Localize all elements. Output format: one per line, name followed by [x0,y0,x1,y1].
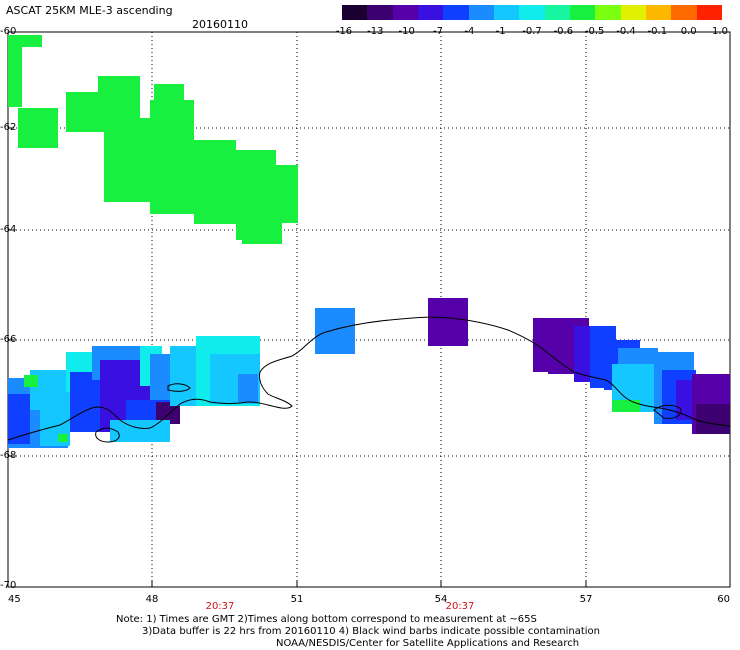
coastline-island-west [95,427,120,443]
coastline-island-east [653,404,682,419]
colorbar-segment [417,5,444,20]
chart-title: ASCAT 25KM MLE-3 ascending [6,4,173,17]
y-label-68: -68 [0,450,17,461]
x-label-51: 51 [290,594,304,605]
tick-marks [8,127,587,587]
colorbar-segment [519,5,545,20]
colorbar-segment [696,5,722,20]
x-label-48: 48 [145,594,159,605]
colorbar-segment [569,5,596,20]
colorbar-segment [443,5,469,20]
colorbar-segment [468,5,494,20]
colorbar-segment [342,5,368,20]
coastline-island-mid [167,383,191,392]
wind-cell-mid-east [428,298,468,346]
coastline [7,316,731,441]
colorbar-segment [392,5,418,20]
note-line-1: Note: 1) Times are GMT 2)Times along bot… [116,614,537,625]
note-line-2: 3)Data buffer is 22 hrs from 20160110 4)… [142,626,600,637]
wind-cells-green [8,35,298,244]
time-label-east: 20:37 [445,601,475,612]
colorbar-segment [367,5,393,20]
colorbar-segment [544,5,570,20]
y-label-60: -60 [0,26,17,37]
colorbar-segment [645,5,672,20]
note-line-3: NOAA/NESDIS/Center for Satellite Applica… [276,638,580,649]
x-label-45: 45 [8,594,21,605]
wind-cells-east [533,318,730,434]
x-label-60: 60 [717,594,730,605]
wind-cells-west-coast [8,336,260,448]
y-label-70: -70 [0,580,17,591]
y-label-64: -64 [0,224,17,235]
y-label-62: -62 [0,122,17,133]
x-label-57: 57 [579,594,593,605]
colorbar-segment [620,5,646,20]
colorbar-segment [671,5,697,20]
x-label-54: 54 [434,594,448,605]
colorbar-segment [595,5,621,20]
colorbar-segment [493,5,520,20]
colorbar [342,5,722,20]
wind-cell-mid [315,308,355,354]
plot-frame [7,31,731,588]
time-label-west: 20:37 [205,601,235,612]
y-label-66: -66 [0,334,17,345]
chart-date: 20160110 [192,18,248,31]
